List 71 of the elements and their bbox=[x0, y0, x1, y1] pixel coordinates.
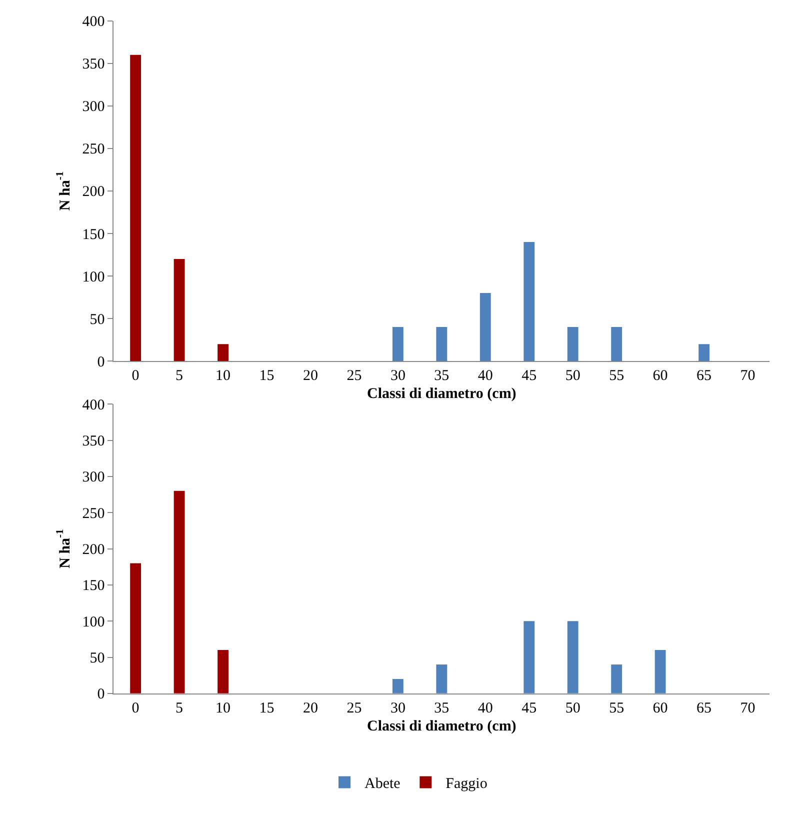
x-tick-label: 70 bbox=[740, 368, 756, 384]
bar bbox=[611, 664, 622, 694]
bar bbox=[436, 664, 448, 694]
bar bbox=[130, 54, 142, 362]
x-tick-label: 15 bbox=[259, 368, 274, 384]
x-axis-title: Classi di diametro (cm) bbox=[367, 718, 516, 734]
bar bbox=[436, 327, 448, 362]
y-tick-label: 50 bbox=[90, 650, 105, 667]
x-tick-label: 30 bbox=[390, 700, 406, 716]
x-tick-label: 5 bbox=[176, 368, 184, 384]
x-tick-label: 70 bbox=[740, 700, 756, 716]
y-tick-label: 300 bbox=[82, 99, 105, 116]
bar bbox=[130, 563, 142, 694]
x-tick-label: 20 bbox=[302, 368, 318, 384]
bar bbox=[392, 678, 404, 694]
bar bbox=[567, 621, 578, 694]
x-tick-label: 60 bbox=[652, 700, 668, 716]
y-tick-label: 0 bbox=[97, 354, 105, 370]
x-tick-label: 0 bbox=[132, 368, 140, 384]
x-tick-label: 60 bbox=[652, 368, 668, 384]
y-tick-label: 0 bbox=[97, 686, 105, 703]
x-tick-label: 50 bbox=[565, 368, 580, 384]
x-tick-label: 10 bbox=[216, 700, 231, 716]
bar bbox=[698, 344, 710, 362]
x-tick-label: 10 bbox=[216, 368, 231, 384]
y-tick-label: 200 bbox=[82, 542, 105, 558]
x-tick-label: 40 bbox=[478, 368, 493, 384]
y-tick-label: 150 bbox=[82, 226, 105, 243]
bar bbox=[174, 490, 185, 694]
y-tick-label: 50 bbox=[90, 312, 105, 328]
bar bbox=[524, 242, 535, 362]
y-tick-label: 350 bbox=[82, 56, 105, 73]
x-tick-label: 55 bbox=[609, 700, 624, 716]
x-tick-label: 40 bbox=[478, 700, 493, 716]
x-tick-label: 55 bbox=[609, 368, 624, 384]
bar bbox=[174, 259, 185, 362]
y-tick-label: 250 bbox=[82, 506, 105, 522]
y-tick-label: 300 bbox=[82, 470, 105, 486]
bar bbox=[392, 327, 404, 362]
x-tick-label: 65 bbox=[696, 368, 712, 384]
y-tick-label: 200 bbox=[82, 184, 105, 200]
y-tick-label: 400 bbox=[82, 14, 105, 30]
bar bbox=[567, 327, 578, 362]
x-tick-label: 50 bbox=[565, 700, 580, 716]
x-tick-label: 20 bbox=[302, 700, 318, 716]
x-tick-label: 25 bbox=[346, 700, 362, 716]
x-tick-label: 15 bbox=[259, 700, 274, 716]
x-axis-title: Classi di diametro (cm) bbox=[367, 386, 516, 402]
bar bbox=[611, 327, 622, 362]
x-tick-label: 35 bbox=[434, 700, 450, 716]
legend-label: Abete bbox=[364, 776, 401, 792]
y-tick-label: 150 bbox=[82, 578, 105, 594]
bar bbox=[218, 650, 228, 694]
y-tick-label: 400 bbox=[82, 397, 105, 414]
bar bbox=[524, 621, 535, 694]
x-tick-label: 25 bbox=[346, 368, 362, 384]
bar bbox=[654, 650, 666, 694]
bar bbox=[218, 344, 228, 362]
y-tick-label: 100 bbox=[82, 614, 105, 630]
x-tick-label: 0 bbox=[132, 700, 140, 716]
x-tick-label: 35 bbox=[434, 368, 450, 384]
x-tick-label: 45 bbox=[522, 368, 537, 384]
y-tick-label: 350 bbox=[82, 434, 105, 450]
y-tick-label: 100 bbox=[82, 269, 105, 286]
x-tick-label: 30 bbox=[390, 368, 406, 384]
y-tick-label: 250 bbox=[82, 142, 105, 158]
x-tick-label: 5 bbox=[176, 700, 184, 716]
bar bbox=[480, 293, 491, 362]
x-tick-label: 45 bbox=[522, 700, 537, 716]
legend-label: Faggio bbox=[446, 776, 488, 792]
x-tick-label: 65 bbox=[696, 700, 712, 716]
